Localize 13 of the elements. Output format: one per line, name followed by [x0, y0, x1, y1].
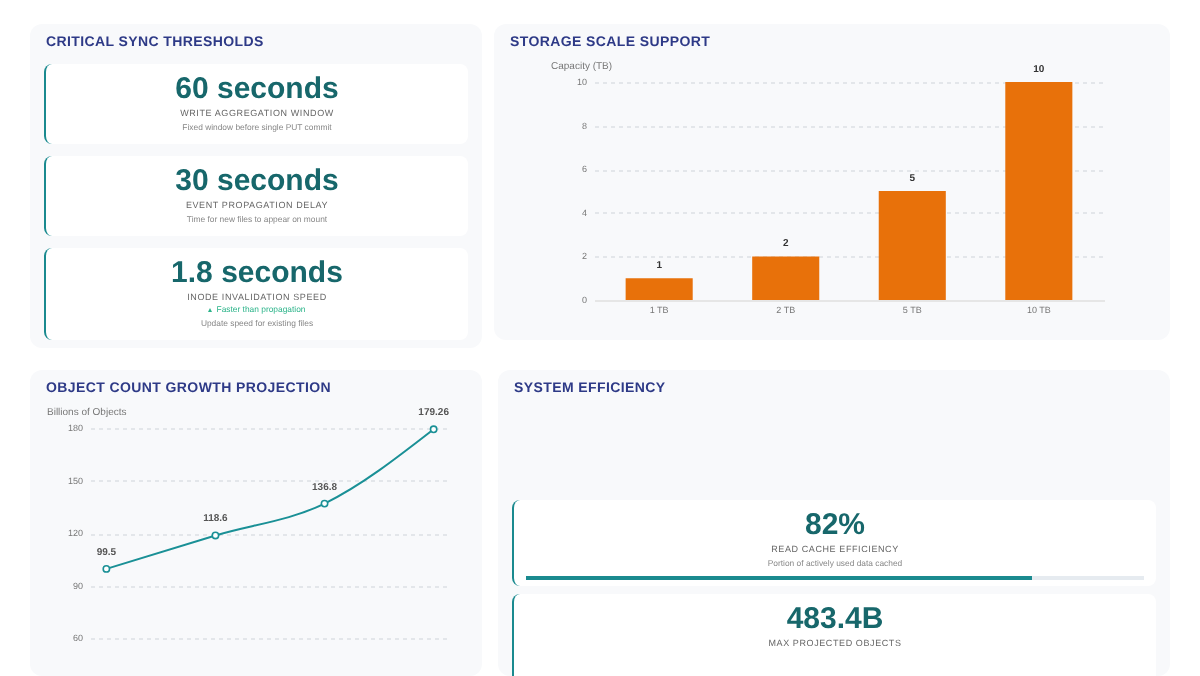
text: 82% — [802, 508, 868, 542]
bar — [1005, 82, 1073, 300]
bar — [752, 256, 820, 300]
point — [429, 425, 438, 434]
point — [211, 531, 220, 540]
point — [320, 499, 329, 508]
point — [102, 564, 111, 573]
text: 60 seconds — [173, 72, 341, 106]
text: 483.4B — [784, 602, 886, 636]
bar — [878, 191, 946, 300]
bar — [625, 278, 693, 300]
text: 1.8 seconds — [169, 256, 345, 290]
text: 30 seconds — [173, 164, 341, 198]
